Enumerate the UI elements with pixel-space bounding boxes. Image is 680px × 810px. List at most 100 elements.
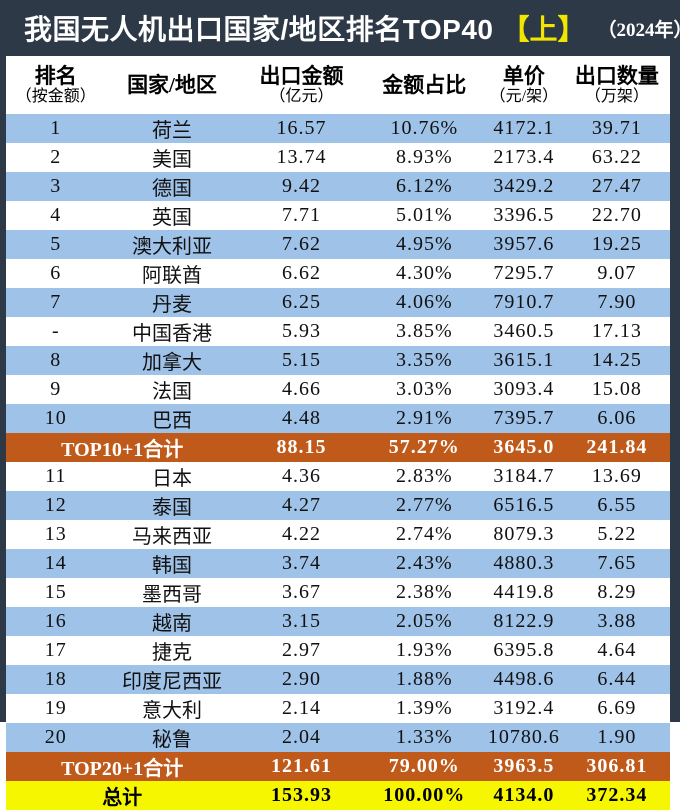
rank-cell: 9	[6, 378, 106, 401]
amount-share-cell: 1.39%	[365, 697, 485, 720]
export-quantity-cell: 3.88	[564, 610, 670, 633]
export-amount-cell: 6.25	[238, 291, 364, 314]
country-cell: 墨西哥	[106, 578, 239, 607]
export-amount-cell: 5.93	[238, 320, 364, 343]
export-quantity-cell: 63.22	[564, 146, 670, 169]
amount-share-cell: 2.91%	[365, 407, 485, 430]
export-quantity-cell: 8.29	[564, 581, 670, 604]
rank-cell: -	[6, 320, 106, 343]
export-amount-cell: 3.67	[238, 581, 364, 604]
export-quantity-cell: 306.81	[564, 755, 670, 778]
country-cell: 英国	[106, 201, 239, 230]
export-quantity-cell: 372.34	[564, 784, 670, 807]
unit-price-cell: 3963.5	[484, 755, 564, 778]
page-title-year: （2024年）	[598, 15, 680, 42]
export-quantity-cell: 27.47	[564, 175, 670, 198]
export-amount-cell: 2.14	[238, 697, 364, 720]
title-bar: 我国无人机出口国家/地区排名TOP40 【上】 （2024年）	[6, 0, 670, 56]
amount-share-cell: 2.43%	[365, 552, 485, 575]
export-quantity-cell: 17.13	[564, 320, 670, 343]
export-quantity-cell: 1.90	[564, 726, 670, 749]
country-cell: 泰国	[106, 491, 239, 520]
country-cell: 秘鲁	[106, 723, 239, 752]
amount-share-cell: 4.95%	[365, 233, 485, 256]
rank-cell: 16	[6, 610, 106, 633]
table-header-row: 排名（按金额）国家/地区出口金额（亿元）金额占比单价（元/架）出口数量（万架）	[6, 56, 670, 114]
rank-cell: 1	[6, 117, 106, 140]
amount-share-cell: 1.33%	[365, 726, 485, 749]
rank-cell: 8	[6, 349, 106, 372]
unit-price-cell: 4419.8	[484, 581, 564, 604]
country-cell: 马来西亚	[106, 520, 239, 549]
column-header-label: 排名	[35, 64, 77, 88]
unit-price-cell: 4134.0	[484, 784, 564, 807]
amount-share-cell: 2.38%	[365, 581, 485, 604]
country-cell: 捷克	[106, 636, 239, 665]
export-quantity-cell: 15.08	[564, 378, 670, 401]
column-header: 出口金额（亿元）	[238, 64, 364, 107]
export-amount-cell: 6.62	[238, 262, 364, 285]
amount-share-cell: 3.85%	[365, 320, 485, 343]
amount-share-cell: 2.05%	[365, 610, 485, 633]
unit-price-cell: 4880.3	[484, 552, 564, 575]
export-amount-cell: 13.74	[238, 146, 364, 169]
export-amount-cell: 2.90	[238, 668, 364, 691]
country-cell: 丹麦	[106, 288, 239, 317]
unit-price-cell: 3192.4	[484, 697, 564, 720]
column-header-label: 单价	[503, 64, 545, 88]
rank-cell: 2	[6, 146, 106, 169]
country-cell: 澳大利亚	[106, 230, 239, 259]
export-amount-cell: 3.74	[238, 552, 364, 575]
unit-price-cell: 4498.6	[484, 668, 564, 691]
rank-cell: 13	[6, 523, 106, 546]
amount-share-cell: 2.83%	[365, 465, 485, 488]
column-header-unit: （元/架）	[490, 88, 558, 106]
unit-price-cell: 4172.1	[484, 117, 564, 140]
rank-cell: 19	[6, 697, 106, 720]
unit-price-cell: 3184.7	[484, 465, 564, 488]
page-title: 我国无人机出口国家/地区排名TOP40	[24, 8, 493, 48]
export-quantity-cell: 9.07	[564, 262, 670, 285]
export-quantity-cell: 4.64	[564, 639, 670, 662]
export-amount-cell: 4.66	[238, 378, 364, 401]
unit-price-cell: 8079.3	[484, 523, 564, 546]
amount-share-cell: 5.01%	[365, 204, 485, 227]
amount-share-cell: 3.35%	[365, 349, 485, 372]
export-amount-cell: 4.48	[238, 407, 364, 430]
unit-price-cell: 3396.5	[484, 204, 564, 227]
rank-cell: 15	[6, 581, 106, 604]
export-quantity-cell: 5.22	[564, 523, 670, 546]
export-quantity-cell: 241.84	[564, 436, 670, 459]
page-frame: 我国无人机出口国家/地区排名TOP40 【上】 （2024年） 排名（按金额）国…	[0, 0, 680, 722]
amount-share-cell: 6.12%	[365, 175, 485, 198]
amount-share-cell: 4.30%	[365, 262, 485, 285]
unit-price-cell: 3957.6	[484, 233, 564, 256]
country-cell: 意大利	[106, 694, 239, 723]
export-amount-cell: 3.15	[238, 610, 364, 633]
country-cell: 法国	[106, 375, 239, 404]
column-header: 出口数量（万架）	[564, 64, 670, 107]
rank-cell: 4	[6, 204, 106, 227]
rank-cell: 7	[6, 291, 106, 314]
unit-price-cell: 3615.1	[484, 349, 564, 372]
column-header-label: 出口数量	[575, 64, 659, 88]
rank-cell: 14	[6, 552, 106, 575]
export-quantity-cell: 19.25	[564, 233, 670, 256]
country-cell: 德国	[106, 172, 239, 201]
row-label-cell: TOP10+1合计	[6, 433, 238, 462]
column-header-label: 金额占比	[382, 73, 466, 97]
export-quantity-cell: 14.25	[564, 349, 670, 372]
amount-share-cell: 4.06%	[365, 291, 485, 314]
amount-share-cell: 79.00%	[365, 755, 485, 778]
